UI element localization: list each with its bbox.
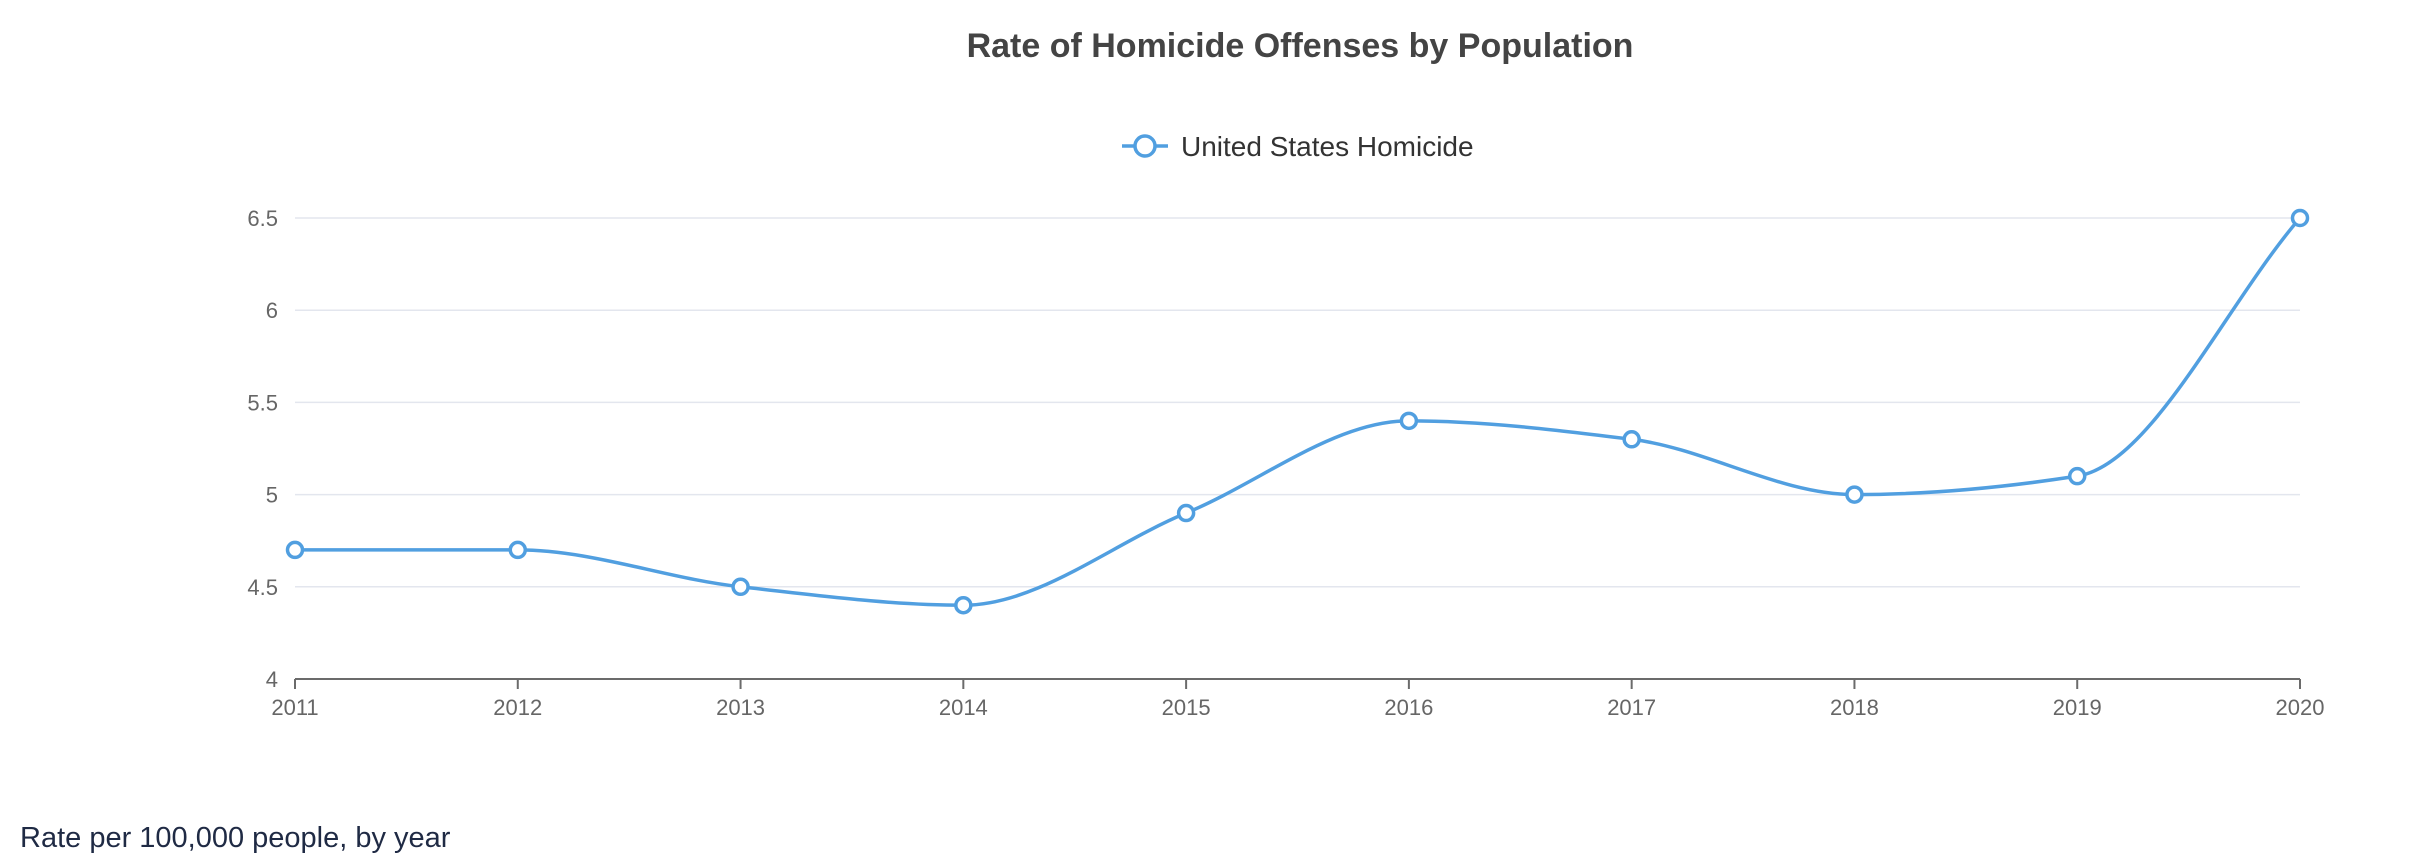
- data-point-2014[interactable]: [954, 595, 973, 615]
- y-tick-label: 6.5: [247, 206, 278, 231]
- legend-marker-circle: [1133, 134, 1157, 158]
- y-axis: 4 4.5 5 5.5 6 6.5: [247, 206, 278, 692]
- x-tick-label: 2017: [1607, 695, 1656, 720]
- data-point-2015[interactable]: [1176, 503, 1196, 523]
- y-tick-label: 5.5: [247, 390, 278, 415]
- chart-caption: Rate per 100,000 people, by year: [20, 822, 451, 854]
- y-tick-label: 4.5: [247, 575, 278, 600]
- chart-title: Rate of Homicide Offenses by Population: [967, 27, 1634, 65]
- data-point-2012[interactable]: [508, 540, 528, 560]
- data-point-2018[interactable]: [1845, 485, 1864, 504]
- data-point-2013[interactable]: [731, 577, 750, 597]
- x-axis: 2011 2012 2013 2014 2015 2016 2017 2018 2019 2020: [271, 679, 2324, 720]
- data-point-2017[interactable]: [1622, 430, 1641, 449]
- x-tick-label: 2013: [716, 695, 765, 720]
- legend-label: United States Homicide: [1181, 131, 1474, 162]
- x-tick-label: 2016: [1384, 695, 1433, 720]
- data-point-2011[interactable]: [285, 540, 305, 560]
- x-tick-label: 2018: [1830, 695, 1879, 720]
- data-point-2019[interactable]: [2067, 466, 2087, 486]
- data-point-2020[interactable]: [2290, 208, 2310, 228]
- x-tick-label: 2019: [2053, 695, 2102, 720]
- x-tick-label: 2020: [2276, 695, 2325, 720]
- y-tick-label: 6: [266, 298, 278, 323]
- x-tick-label: 2014: [939, 695, 988, 720]
- data-points: [285, 208, 2310, 615]
- x-tick-label: 2015: [1162, 695, 1211, 720]
- gridlines: [295, 217, 2300, 588]
- data-point-2016[interactable]: [1399, 411, 1419, 431]
- y-tick-label: 4: [266, 667, 278, 692]
- y-tick-label: 5: [266, 483, 278, 508]
- x-tick-label: 2012: [493, 695, 542, 720]
- series-line-united-states-homicide: [295, 216, 2302, 607]
- x-tick-label: 2011: [271, 695, 318, 720]
- legend[interactable]: United States Homicide: [1122, 131, 1474, 162]
